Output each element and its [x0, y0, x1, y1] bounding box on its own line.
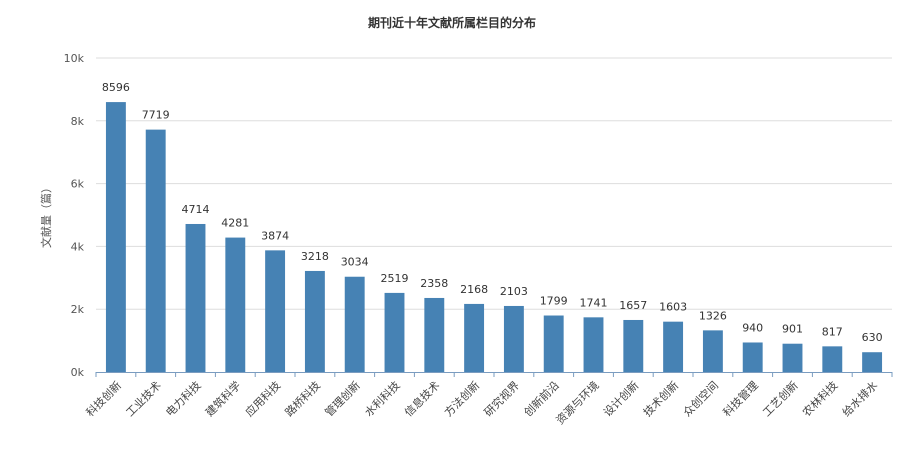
x-tick-label: 创新前沿: [521, 378, 562, 419]
data-label: 2103: [500, 285, 528, 298]
bar[interactable]: [265, 250, 286, 372]
chart-title: 期刊近十年文献所属栏目的分布: [367, 16, 536, 30]
data-label: 7719: [142, 109, 170, 122]
bar[interactable]: [384, 292, 405, 372]
bar[interactable]: [145, 129, 166, 372]
x-tick-label: 路桥科技: [282, 378, 323, 419]
bar[interactable]: [225, 237, 246, 372]
bar[interactable]: [583, 317, 604, 372]
bar[interactable]: [543, 315, 564, 372]
data-label: 8596: [102, 81, 130, 94]
x-tick-label: 科技创新: [83, 378, 124, 419]
y-tick-label: 0k: [71, 366, 85, 379]
data-label: 3218: [301, 250, 329, 263]
grid-lines: [96, 57, 892, 310]
bar[interactable]: [105, 102, 126, 372]
bar[interactable]: [344, 276, 365, 372]
x-tick-label: 给水排水: [839, 378, 880, 419]
y-tick-label: 6k: [71, 178, 85, 191]
x-tick-label: 水利科技: [362, 378, 403, 419]
bar[interactable]: [503, 305, 524, 372]
x-tick-label: 设计创新: [600, 378, 641, 419]
x-tick-label: 电力科技: [163, 378, 204, 419]
x-tick-label: 科技管理: [720, 378, 761, 419]
bars: [105, 102, 883, 372]
bar[interactable]: [464, 303, 485, 372]
data-label: 817: [822, 325, 843, 338]
bar[interactable]: [742, 342, 763, 372]
bar[interactable]: [822, 346, 843, 372]
x-tick-label: 技术创新: [640, 378, 681, 419]
x-tick-label: 农林科技: [799, 378, 840, 419]
bar[interactable]: [782, 343, 803, 372]
bar[interactable]: [304, 270, 325, 372]
x-tick-label: 众创空间: [680, 378, 721, 419]
y-tick-label: 8k: [71, 115, 85, 128]
data-label: 4714: [182, 203, 210, 216]
bar[interactable]: [663, 321, 684, 372]
data-label: 2168: [460, 283, 488, 296]
x-tick-label: 工艺创新: [760, 378, 801, 419]
y-tick-label: 2k: [71, 303, 85, 316]
x-tick-label: 研究视界: [481, 378, 522, 419]
data-label: 1657: [619, 299, 647, 312]
data-label: 1326: [699, 309, 727, 322]
bar[interactable]: [862, 352, 883, 372]
data-label: 2519: [381, 272, 409, 285]
x-tick-label: 信息技术: [401, 378, 442, 419]
axes: [95, 372, 893, 377]
data-label: 4281: [221, 217, 249, 230]
bar[interactable]: [702, 330, 723, 372]
bar[interactable]: [185, 223, 206, 372]
x-tick-label: 应用科技: [242, 378, 283, 419]
x-tick-label: 建筑科学: [202, 378, 243, 419]
x-tick-label: 工业技术: [124, 379, 164, 419]
y-tick-label: 10k: [64, 52, 85, 65]
y-axis-title: 文献量（篇）: [39, 182, 53, 248]
bar[interactable]: [424, 297, 445, 372]
data-label: 3034: [341, 256, 369, 269]
bar[interactable]: [623, 319, 644, 372]
x-tick-label: 资源与环境: [553, 378, 602, 427]
data-label: 2358: [420, 277, 448, 290]
x-tick-label: 方法创新: [441, 378, 482, 419]
data-label: 1741: [580, 296, 608, 309]
x-tick-label: 管理创新: [322, 378, 363, 419]
data-label: 901: [782, 323, 803, 336]
data-label: 630: [862, 331, 883, 344]
data-label: 3874: [261, 229, 289, 242]
y-tick-label: 4k: [71, 240, 85, 253]
data-label: 1799: [540, 295, 568, 308]
data-label: 1603: [659, 301, 687, 314]
data-label: 940: [742, 321, 763, 334]
